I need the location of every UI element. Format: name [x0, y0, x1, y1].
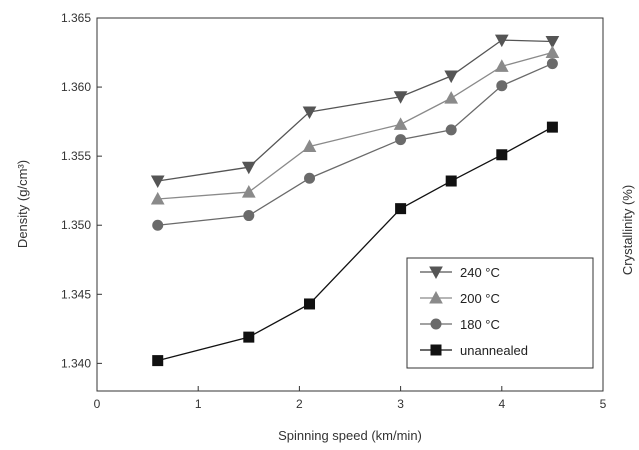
- data-point: [150, 175, 165, 189]
- x-tick-label: 0: [94, 397, 101, 411]
- legend-item: 200 °C: [420, 290, 500, 306]
- data-point: [395, 134, 407, 146]
- y-tick-label: 1.340: [61, 356, 91, 370]
- legend-item: unannealed: [420, 343, 528, 358]
- series-layer: [150, 34, 560, 367]
- data-point: [494, 34, 509, 48]
- legend-marker: [430, 318, 442, 330]
- data-point: [150, 191, 165, 205]
- x-tick-label: 4: [498, 397, 505, 411]
- y-tick-label: 1.360: [61, 80, 91, 94]
- data-point: [302, 139, 317, 152]
- data-point: [304, 172, 316, 184]
- data-point: [304, 298, 316, 310]
- data-point: [496, 80, 508, 92]
- series-0: [150, 34, 560, 189]
- data-point: [546, 121, 558, 133]
- data-point: [393, 91, 408, 104]
- data-point: [243, 210, 255, 222]
- data-point: [545, 35, 560, 49]
- data-point: [395, 203, 407, 215]
- data-point: [243, 331, 255, 343]
- series-3: [152, 121, 558, 367]
- legend-label: unannealed: [460, 343, 528, 358]
- x-axis-title: Spinning speed (km/min): [278, 428, 422, 443]
- legend-label: 200 °C: [460, 291, 500, 306]
- data-point: [496, 149, 508, 161]
- data-point: [445, 124, 457, 136]
- y-tick-label: 1.350: [61, 218, 91, 232]
- legend-label: 240 °C: [460, 265, 500, 280]
- x-tick-label: 1: [195, 397, 202, 411]
- y-tick-label: 1.365: [61, 11, 91, 25]
- data-point: [241, 185, 256, 198]
- y-tick-label: 1.345: [61, 287, 91, 301]
- series-line: [157, 62, 553, 226]
- right-axis-title: Crystallinity (%): [620, 185, 635, 275]
- y-tick-label: 1.355: [61, 149, 91, 163]
- legend-marker: [430, 344, 442, 356]
- data-point: [152, 219, 164, 231]
- plot-area-frame: [96, 17, 604, 392]
- x-axis-ticks: 0 1 2 3 4 5: [94, 386, 607, 411]
- series-1: [150, 45, 560, 205]
- series-2: [152, 58, 558, 231]
- data-point: [241, 161, 256, 175]
- series-line: [157, 51, 553, 200]
- data-point: [393, 117, 408, 130]
- legend-marker: [429, 290, 443, 304]
- data-point: [494, 59, 509, 72]
- legend: 240 °C 200 °C 180 °C unannealed: [406, 257, 594, 369]
- legend-item: 180 °C: [420, 317, 500, 332]
- data-point: [545, 45, 560, 59]
- legend-marker: [429, 266, 443, 280]
- x-tick-label: 3: [397, 397, 404, 411]
- legend-item: 240 °C: [420, 265, 500, 280]
- data-point: [445, 175, 457, 187]
- data-point: [302, 106, 317, 119]
- data-point: [152, 355, 164, 367]
- legend-items: 240 °C 200 °C 180 °C unannealed: [420, 265, 528, 358]
- legend-label: 180 °C: [460, 317, 500, 332]
- data-point: [546, 58, 558, 70]
- data-point: [444, 70, 459, 84]
- y-axis-ticks: 1.340 1.345 1.350 1.355 1.360 1.365: [61, 11, 102, 370]
- y-axis-title: Density (g/cm³): [15, 160, 30, 248]
- x-tick-label: 5: [600, 397, 607, 411]
- x-tick-label: 2: [296, 397, 303, 411]
- data-point: [444, 91, 459, 104]
